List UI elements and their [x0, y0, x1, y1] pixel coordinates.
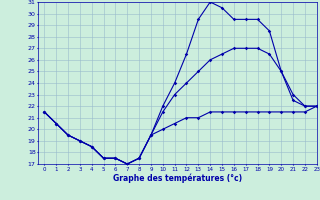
X-axis label: Graphe des températures (°c): Graphe des températures (°c): [113, 173, 242, 183]
